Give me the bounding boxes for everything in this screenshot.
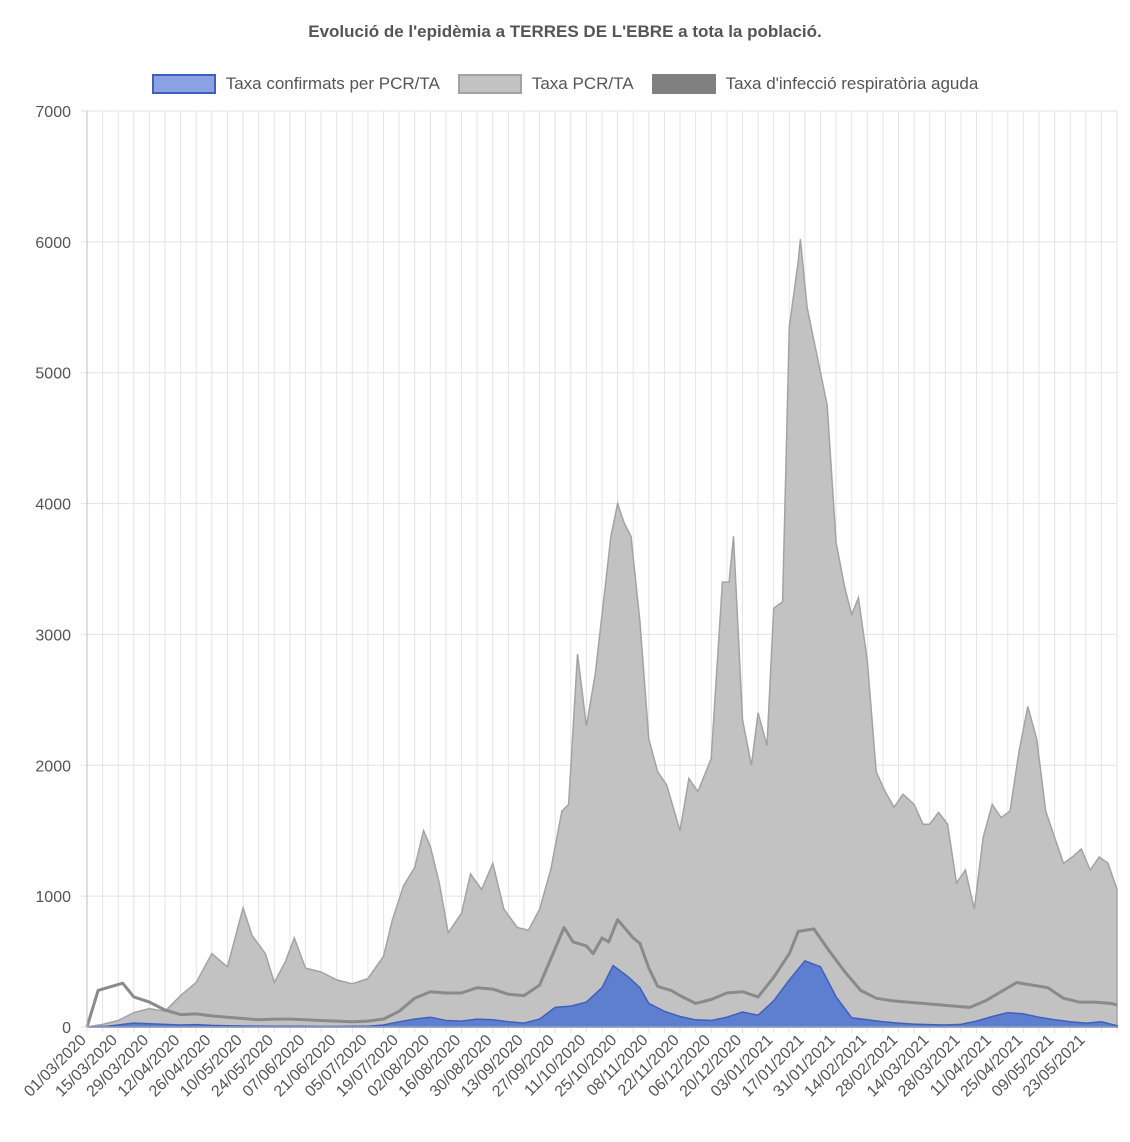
- y-tick-label: 7000: [35, 104, 71, 121]
- y-tick-label: 3000: [35, 627, 71, 644]
- x-axis-ticks: 01/03/202015/03/202029/03/202012/04/2020…: [21, 1032, 1089, 1101]
- legend-item-ira[interactable]: Taxa d'infecció respiratòria aguda: [651, 74, 979, 94]
- y-tick-label: 2000: [35, 758, 71, 775]
- y-axis-ticks: 0 1000 2000 3000 4000 5000 6000 7000: [35, 104, 71, 1037]
- series-area-confirmats: [86, 960, 1118, 1028]
- series-areas: [85, 239, 1118, 1028]
- legend-label-ira: Taxa d'infecció respiratòria aguda: [725, 74, 979, 93]
- legend-swatch-confirmats: [151, 74, 216, 94]
- y-tick-label: 4000: [35, 497, 71, 514]
- chart-title: Evolució de l'epidèmia a TERRES DE L'EBR…: [308, 22, 822, 41]
- legend-label-pcr: Taxa PCR/TA: [531, 74, 634, 93]
- legend-item-confirmats[interactable]: Taxa confirmats per PCR/TA: [151, 74, 440, 94]
- legend-swatch-ira: [651, 74, 716, 94]
- y-tick-label: 5000: [35, 366, 71, 383]
- legend-label-confirmats: Taxa confirmats per PCR/TA: [225, 74, 440, 93]
- series-area-pcr: [86, 239, 1118, 1028]
- y-tick-label: 0: [62, 1020, 71, 1037]
- y-tick-label: 6000: [35, 235, 71, 252]
- series-line-ira: [85, 918, 1118, 1028]
- legend-swatch-pcr: [457, 74, 522, 94]
- legend: Taxa confirmats per PCR/TA Taxa PCR/TA T…: [0, 74, 1130, 94]
- y-tick-label: 1000: [35, 889, 71, 906]
- legend-item-pcr[interactable]: Taxa PCR/TA: [457, 74, 634, 94]
- axes: [86, 111, 1117, 1028]
